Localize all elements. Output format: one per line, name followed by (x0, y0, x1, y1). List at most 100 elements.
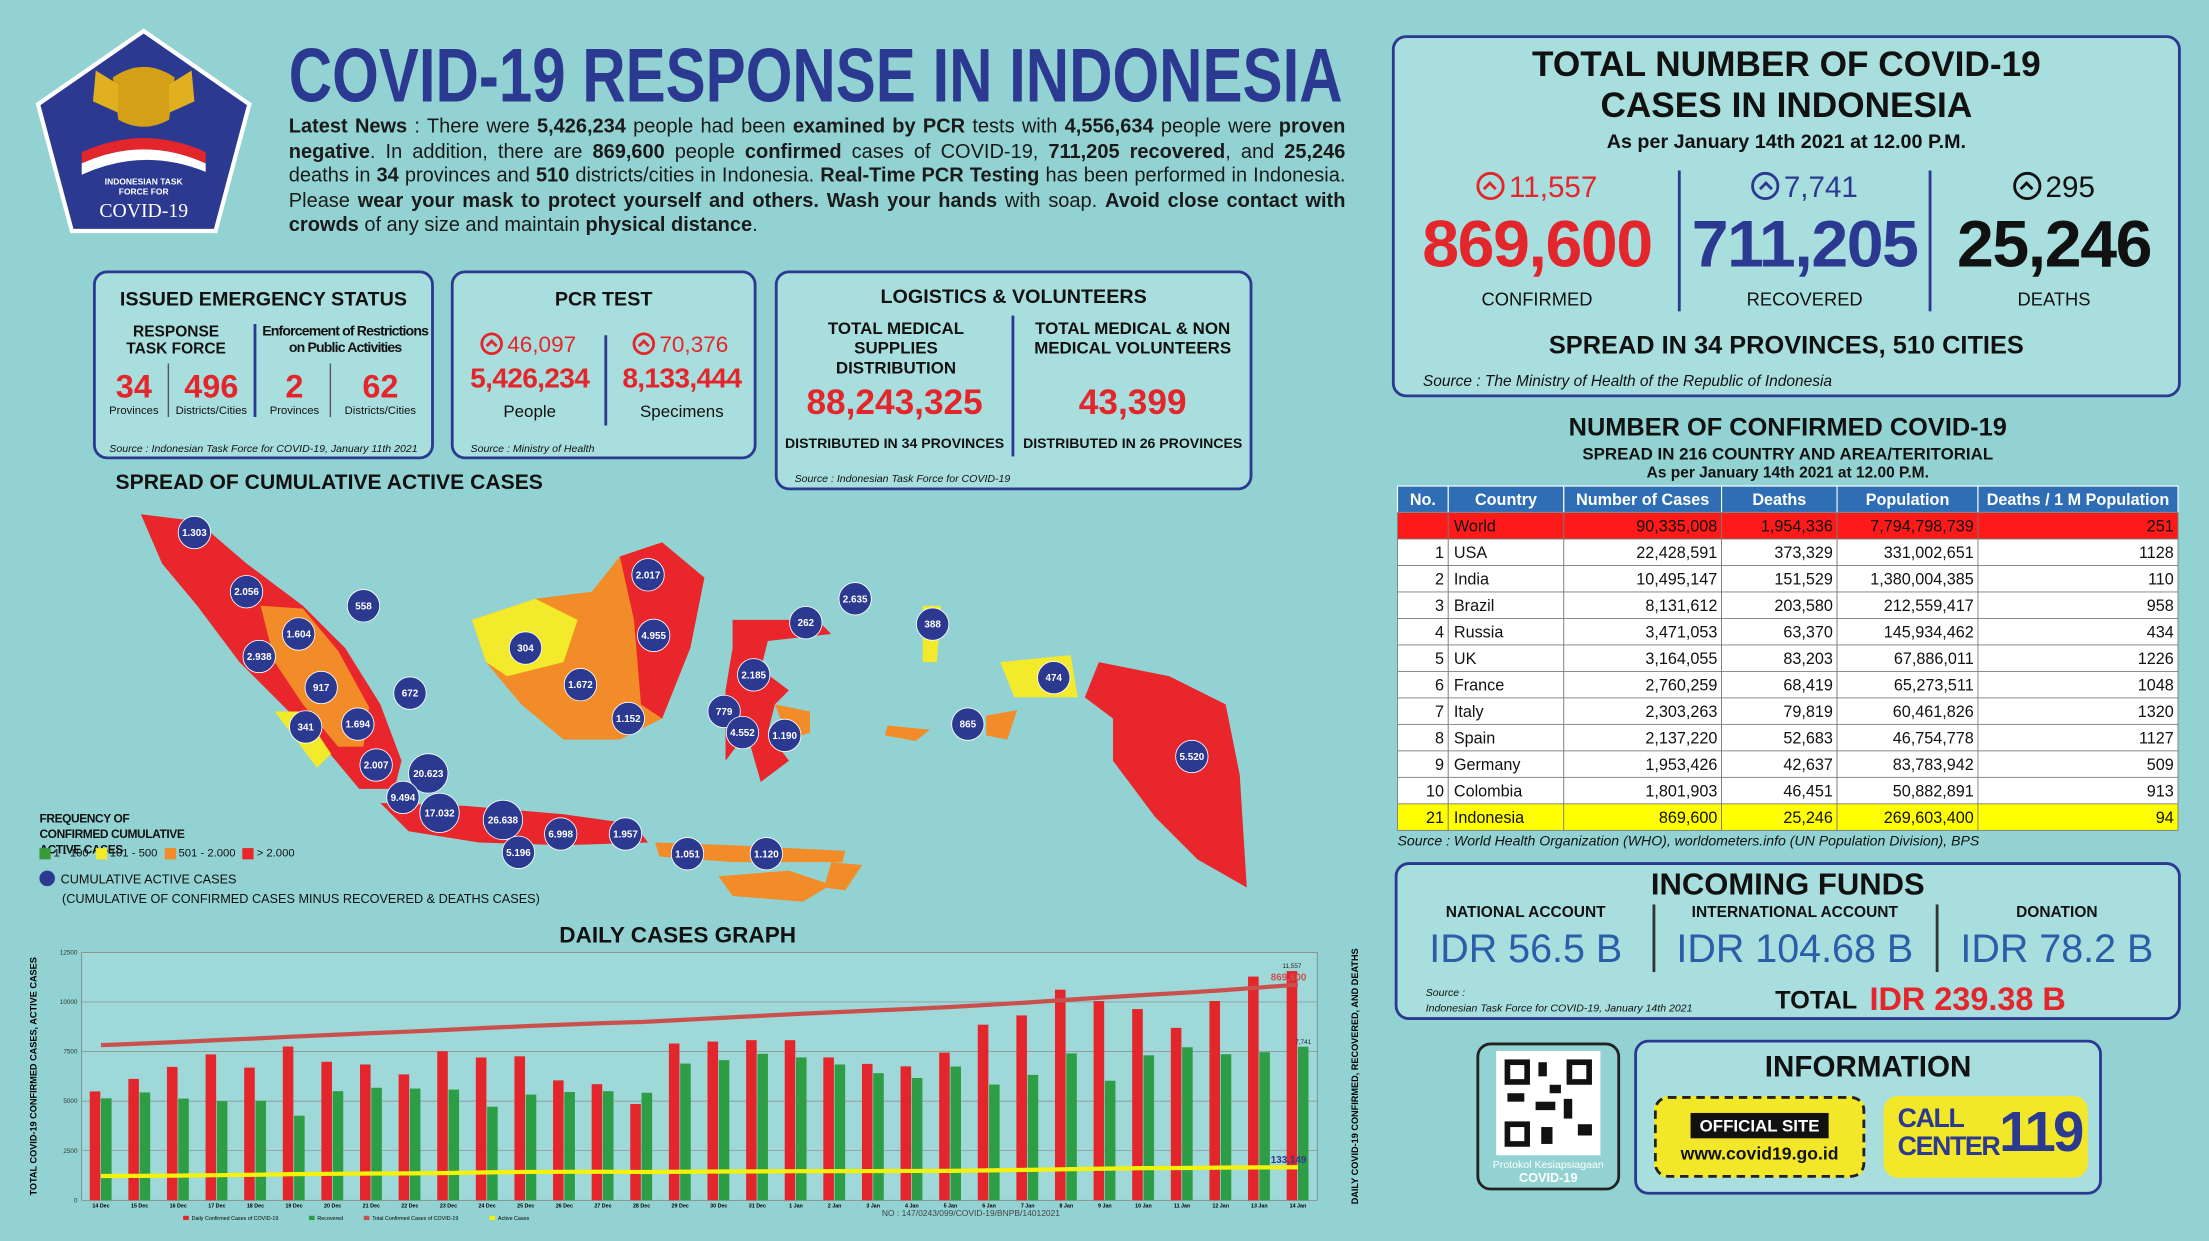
table-text: 145,934,462 (1884, 623, 1974, 641)
up-icon (1751, 171, 1780, 201)
total-label: TOTAL (1775, 986, 1858, 1015)
table-text: 331,002,651 (1884, 544, 1974, 562)
table-text: Italy (1454, 703, 1485, 721)
map-marker (749, 837, 784, 871)
marker-label: 341 (297, 722, 314, 733)
site-badge[interactable]: OFFICIAL SITE www.covid19.go.id (1653, 1096, 1866, 1178)
bar (360, 1064, 371, 1201)
table-header: No. (1410, 491, 1436, 509)
pcr-label: Specimens (640, 401, 724, 422)
box-title: LOGISTICS & VOLUNTEERS (880, 284, 1147, 308)
table-cell (1447, 697, 1565, 725)
bar (437, 1051, 448, 1201)
table-cell (1721, 750, 1838, 778)
marker-label: 2.056 (234, 587, 259, 598)
table-text: 1,801,903 (1645, 782, 1717, 800)
x-tick-label: 24 Dec (478, 1203, 495, 1209)
x-tick-label: 31 Dec (749, 1203, 766, 1209)
logo (35, 28, 252, 234)
bar (514, 1056, 526, 1201)
fund-label: INTERNATIONAL ACCOUNT (1691, 904, 1898, 922)
x-tick-label: 19 Dec (285, 1203, 302, 1209)
table-header-cell (1447, 485, 1565, 514)
map-title: SPREAD OF CUMULATIVE ACTIVE CASES (115, 470, 543, 495)
table-cell (1977, 538, 2179, 566)
table-text: 212,559,417 (1884, 597, 1974, 615)
table-cell (1397, 776, 1449, 805)
marker-label: 1.604 (286, 629, 311, 640)
news-segment: with soap. (997, 189, 1106, 213)
bar (1209, 1001, 1220, 1201)
logistics-total: 88,243,325 (806, 383, 983, 423)
table-header-cell (1720, 485, 1838, 514)
table-cell (1447, 565, 1565, 593)
table-cell (1447, 618, 1565, 646)
bar (101, 1098, 112, 1201)
map-marker (670, 837, 705, 871)
table-text: France (1454, 676, 1504, 694)
marker-label: 26.638 (488, 815, 519, 826)
table-cell (1563, 776, 1722, 805)
news-segment: Real-Time PCR Testing (820, 165, 1040, 188)
marker-label: 17.032 (424, 808, 455, 819)
table-header: Number of Cases (1576, 491, 1709, 509)
box-title: ISSUED EMERGENCY STATUS (119, 287, 408, 310)
map-marker (393, 676, 427, 710)
site-url[interactable]: www.covid19.go.id (1680, 1143, 1839, 1164)
marker-label: 558 (355, 601, 372, 612)
stat-value: 496 (184, 367, 239, 405)
table-cell (1447, 776, 1565, 805)
table-header: Deaths / 1 M Population (1987, 491, 2170, 509)
table-text: 6 (1435, 676, 1444, 694)
bar (205, 1054, 217, 1201)
legend-item: 1 - 100 (39, 847, 89, 859)
marker-label: 672 (402, 689, 419, 700)
y2-axis-label: TOTAL COVID-19 CONFIRMED CASES, ACTIVE C… (29, 957, 39, 1195)
total-label: CONFIRMED (1481, 288, 1593, 310)
marker-label: 5.520 (1180, 752, 1205, 763)
x-tick-label: 18 Dec (247, 1203, 264, 1209)
table-text: 151,529 (1774, 571, 1833, 589)
up-icon (1476, 171, 1505, 201)
legend-marker-label: CUMULATIVE ACTIVE CASES (60, 871, 237, 886)
x-tick-label: 15 Dec (131, 1203, 148, 1209)
table-cell (1836, 512, 1979, 540)
table-text: 269,603,400 (1884, 809, 1974, 827)
map-marker (508, 631, 543, 665)
plot-area (81, 951, 1318, 1201)
bar (718, 1060, 730, 1201)
fund-label: DONATION (2016, 904, 2098, 922)
legend-note: (CUMULATIVE OF CONFIRMED CASES MINUS REC… (61, 891, 540, 906)
marker-label: 20.623 (413, 769, 444, 780)
call-number[interactable]: 119 (1999, 1101, 2084, 1164)
pcr-label: People (503, 401, 557, 422)
increase-value: 70,376 (659, 333, 729, 358)
map-marker (611, 701, 645, 736)
table-text: 434 (2147, 623, 2174, 641)
logo-line: INDONESIAN TASK (104, 178, 183, 188)
map-marker (341, 707, 375, 741)
table-text: Spain (1454, 729, 1495, 747)
call-badge[interactable]: CALL CENTER 119 (1883, 1096, 2088, 1178)
table-cell (1977, 776, 2179, 805)
marker-label: 2.185 (741, 670, 766, 681)
x-tick-label: 3 Jan (866, 1203, 880, 1209)
x-tick-label: 11 Jan (1174, 1203, 1190, 1209)
table-text: 83,203 (1783, 650, 1833, 668)
table-text: 79,819 (1783, 703, 1833, 721)
legend-label: Daily Confirmed Cases of COVID-19 (192, 1216, 279, 1222)
table-cell (1447, 538, 1565, 566)
bar (216, 1101, 228, 1201)
latest-news: Latest News : There were 5,426,234 peopl… (289, 116, 1346, 240)
bar (321, 1061, 332, 1201)
qr-name: COVID-19 (1519, 1170, 1578, 1185)
table-cell (1563, 512, 1722, 540)
x-tick-label: 26 Dec (556, 1203, 573, 1209)
bar (602, 1091, 614, 1201)
increase: 11,557 (1395, 171, 1680, 206)
logo-text: INDONESIAN TASK FORCE FOR (73, 179, 214, 199)
table-text: 22,428,591 (1636, 544, 1717, 562)
x-tick-label: 13 Jan (1251, 1203, 1268, 1209)
group-label: RESPONSE TASK FORCE (126, 324, 226, 358)
table-cell (1397, 538, 1449, 566)
